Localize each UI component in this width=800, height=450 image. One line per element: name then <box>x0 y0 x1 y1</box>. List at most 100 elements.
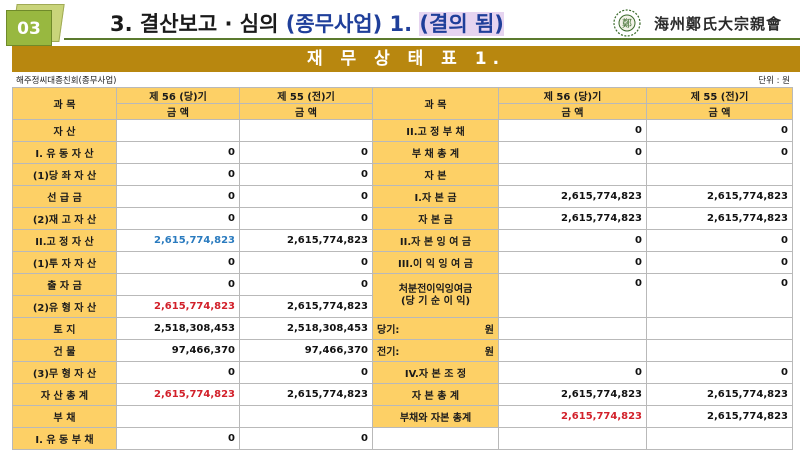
section-badge: 03 <box>6 4 65 46</box>
current-value: 2,615,774,823 <box>116 383 240 406</box>
row-label: I. 유 동 부 채 <box>12 427 117 450</box>
current-value <box>116 405 240 428</box>
svg-text:鄭: 鄭 <box>622 17 632 30</box>
row-label: (2)재 고 자 산 <box>12 207 117 230</box>
header-amount: 금 액 <box>498 103 647 120</box>
retained-earnings-title: 처분전이익잉여금 <box>398 283 473 295</box>
this-year-line: 당기: 원 <box>372 317 499 340</box>
current-value <box>498 163 647 186</box>
prior-value: 0 <box>646 273 793 318</box>
row-label: (3)무 형 자 산 <box>12 361 117 384</box>
header-current-left: 제 56 (당)기 <box>116 87 240 104</box>
slide-header: 03 3. 결산보고 · 심의 (종무사업) 1. (결의 됨) 鄭 海州鄭氏大… <box>0 0 800 46</box>
current-value: 0 <box>116 185 240 208</box>
current-value: 2,518,308,453 <box>116 317 240 340</box>
prior-value: 0 <box>239 185 373 208</box>
header-subject-right: 과 목 <box>372 87 499 120</box>
empty-cell <box>646 427 793 450</box>
row-label: 부채와 자본 총계 <box>372 405 499 428</box>
table-row: (2)유 형 자 산 2,615,774,823 2,615,774,823 <box>12 295 793 318</box>
table-row: 출 자 금 0 0 처분전이익잉여금 (당 기 순 이 익) 0 0 <box>12 273 793 318</box>
empty-cell <box>372 427 499 450</box>
prior-value <box>646 163 793 186</box>
empty-cell <box>498 427 647 450</box>
current-value: 2,615,774,823 <box>116 229 240 252</box>
clan-name: 海州鄭氏大宗親會 <box>654 15 783 33</box>
title-result: (결의 됨) <box>419 12 504 36</box>
row-label: IV.자 본 조 정 <box>372 361 499 384</box>
current-value: 0 <box>498 361 647 384</box>
row-label: 자 산 총 계 <box>12 383 117 406</box>
current-value: 97,466,370 <box>116 339 240 362</box>
empty-cell <box>498 339 647 362</box>
header-current-right: 제 56 (당)기 <box>498 87 647 104</box>
row-label: I.자 본 금 <box>372 185 499 208</box>
row-label: 건 물 <box>12 339 117 362</box>
current-value: 0 <box>116 361 240 384</box>
current-value: 2,615,774,823 <box>498 383 647 406</box>
header-divider <box>64 38 800 40</box>
row-label: 선 급 금 <box>12 185 117 208</box>
table-header-row: 과 목 제 56 (당)기 제 55 (전)기 과 목 제 56 (당)기 제 … <box>12 87 793 120</box>
table-row: I. 유 동 자 산 0 0 부 채 총 계 0 0 <box>12 141 793 164</box>
current-value: 0 <box>116 427 240 450</box>
prior-value <box>239 405 373 428</box>
prior-value: 0 <box>239 207 373 230</box>
table-caption: 해주정씨대종친회(종무사업) 단위 : 원 <box>12 73 800 87</box>
current-value: 0 <box>498 119 647 142</box>
table-row: 선 급 금 0 0 I.자 본 금 2,615,774,823 2,615,77… <box>12 185 793 208</box>
prior-value: 97,466,370 <box>239 339 373 362</box>
unit-label: 단위 : 원 <box>758 76 790 86</box>
table-row: 건 물 97,466,370 97,466,370 전기: 원 <box>12 339 793 362</box>
current-value: 2,615,774,823 <box>116 295 240 318</box>
row-label: II.고 정 자 산 <box>12 229 117 252</box>
table-row: II.고 정 자 산 2,615,774,823 2,615,774,823 I… <box>12 229 793 252</box>
row-label: 출 자 금 <box>12 273 117 296</box>
last-year-line: 전기: 원 <box>372 339 499 362</box>
prior-value: 0 <box>646 141 793 164</box>
current-value: 2,615,774,823 <box>498 185 647 208</box>
row-label: (1)당 좌 자 산 <box>12 163 117 186</box>
current-value: 0 <box>116 141 240 164</box>
table-row: 자 산 II.고 정 부 채 0 0 <box>12 119 793 142</box>
current-value: 0 <box>116 163 240 186</box>
current-value <box>116 119 240 142</box>
prior-value: 2,615,774,823 <box>239 229 373 252</box>
header-amount: 금 액 <box>239 103 373 120</box>
table-row: 부 채 부채와 자본 총계 2,615,774,823 2,615,774,82… <box>12 405 793 428</box>
header-prior-right: 제 55 (전)기 <box>646 87 793 104</box>
row-label: 자 본 <box>372 163 499 186</box>
retained-earnings-label: 처분전이익잉여금 (당 기 순 이 익) <box>372 273 499 318</box>
won-unit: 원 <box>484 347 494 358</box>
current-value: 0 <box>116 251 240 274</box>
current-value: 0 <box>116 207 240 230</box>
empty-cell <box>646 339 793 362</box>
current-value: 0 <box>498 273 647 318</box>
balance-sheet-table: 과 목 제 56 (당)기 제 55 (전)기 과 목 제 56 (당)기 제 … <box>12 87 793 450</box>
prior-value: 2,518,308,453 <box>239 317 373 340</box>
prior-value: 0 <box>646 251 793 274</box>
row-label: (2)유 형 자 산 <box>12 295 117 318</box>
table-row: (2)재 고 자 산 0 0 자 본 금 2,615,774,823 2,615… <box>12 207 793 230</box>
current-value: 2,615,774,823 <box>498 207 647 230</box>
last-year-label: 전기: <box>377 347 400 358</box>
clan-logo-icon: 鄭 <box>613 9 641 37</box>
prior-value: 0 <box>239 273 373 296</box>
statement-banner: 재 무 상 태 표 1. <box>12 46 800 72</box>
table-row: I. 유 동 부 채 0 0 <box>12 427 793 450</box>
prior-value: 2,615,774,823 <box>239 383 373 406</box>
header-subject-left: 과 목 <box>12 87 117 120</box>
row-label: I. 유 동 자 산 <box>12 141 117 164</box>
current-value: 0 <box>498 141 647 164</box>
row-label: 부 채 총 계 <box>372 141 499 164</box>
row-label: II.자 본 잉 여 금 <box>372 229 499 252</box>
prior-value: 2,615,774,823 <box>646 207 793 230</box>
this-year-label: 당기: <box>377 325 400 336</box>
won-unit: 원 <box>484 325 494 336</box>
prior-value: 0 <box>239 427 373 450</box>
page-title: 3. 결산보고 · 심의 (종무사업) 1. (결의 됨) <box>110 8 504 38</box>
title-prefix: 3. 결산보고 · 심의 <box>110 12 286 36</box>
prior-value: 2,615,774,823 <box>239 295 373 318</box>
row-label: 자 본 총 계 <box>372 383 499 406</box>
badge-number: 03 <box>6 10 52 46</box>
